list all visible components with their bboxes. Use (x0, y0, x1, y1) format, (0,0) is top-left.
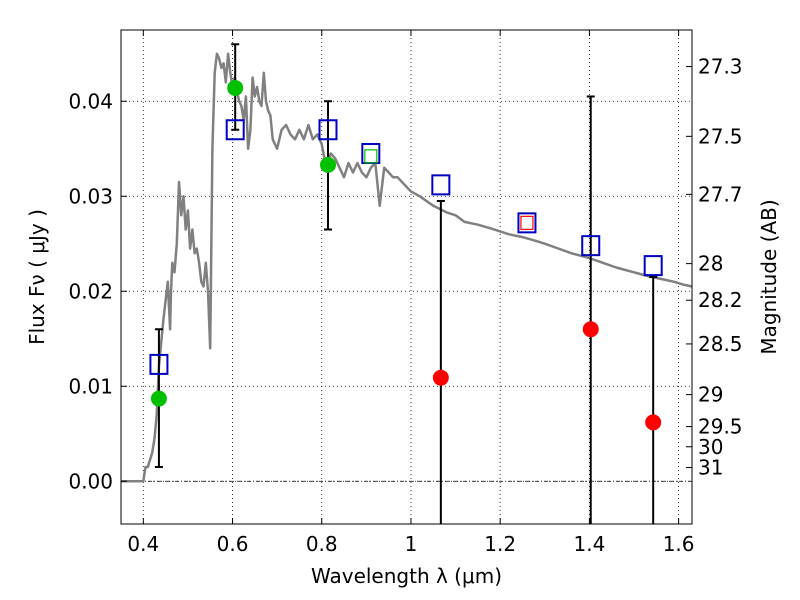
right-axis-label: Magnitude (AB) (757, 199, 781, 354)
x-tick-label: 0.4 (127, 532, 159, 556)
x-tick-label: 1.6 (663, 532, 695, 556)
detection-point (150, 390, 167, 407)
small-flux-box (364, 149, 378, 164)
plot-area-frame (120, 29, 693, 525)
axis-ticks: 0.4 0.6 0.8 1 1.2 1.4 1.6 0.00 0.01 0.02 0.03 0.04 2… (68, 30, 743, 556)
detection-point (227, 79, 244, 96)
small-flux-box (520, 215, 534, 230)
right-tick-label: 31 (698, 456, 723, 480)
y-tick-label: 0.00 (68, 469, 113, 493)
right-tick-label: 27.5 (698, 124, 743, 148)
x-tick-label: 1.4 (573, 532, 605, 556)
model-flux-box (581, 235, 601, 257)
upper-limit-point (582, 321, 599, 338)
right-tick-label: 27.7 (698, 182, 743, 206)
right-tick-label: 27.3 (698, 55, 743, 79)
right-tick-label: 29 (698, 383, 723, 407)
right-tick-label: 30 (698, 435, 723, 459)
model-flux-box (517, 212, 537, 234)
x-tick-label: 0.6 (217, 532, 249, 556)
right-tick-label: 28.2 (698, 288, 743, 312)
markers-layer (149, 43, 663, 524)
model-flux-box (431, 174, 451, 196)
y-tick-label: 0.03 (68, 184, 113, 208)
upper-limit-point (432, 369, 449, 386)
right-tick-label: 28.5 (698, 332, 743, 356)
x-tick-label: 1.2 (484, 532, 516, 556)
y-tick-label: 0.04 (68, 89, 113, 113)
sed-curve-layer (121, 52, 693, 483)
y-tick-label: 0.01 (68, 374, 113, 398)
sed-curve (121, 52, 693, 483)
model-flux-box (643, 255, 663, 277)
y-axis-label: Flux Fν ( μJy ) (25, 209, 49, 345)
model-flux-box (225, 119, 245, 141)
y-tick-label: 0.02 (68, 279, 113, 303)
right-tick-label: 28 (698, 252, 723, 276)
x-tick-label: 1 (405, 532, 418, 556)
right-tick-label: 29.5 (698, 415, 743, 439)
detection-point (319, 156, 336, 173)
x-axis-label: Wavelength λ (μm) (311, 564, 502, 588)
model-flux-box (318, 119, 338, 141)
model-flux-box (149, 353, 169, 375)
upper-limit-point (645, 414, 662, 431)
x-tick-label: 0.8 (306, 532, 338, 556)
